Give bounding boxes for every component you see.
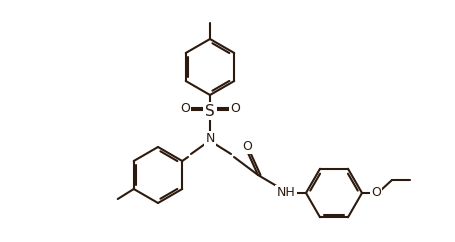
Text: S: S <box>205 104 215 119</box>
Text: O: O <box>371 187 381 199</box>
Text: O: O <box>180 103 190 115</box>
Text: N: N <box>205 133 215 145</box>
Text: NH: NH <box>277 187 295 199</box>
Text: O: O <box>242 139 252 152</box>
Text: O: O <box>230 103 240 115</box>
